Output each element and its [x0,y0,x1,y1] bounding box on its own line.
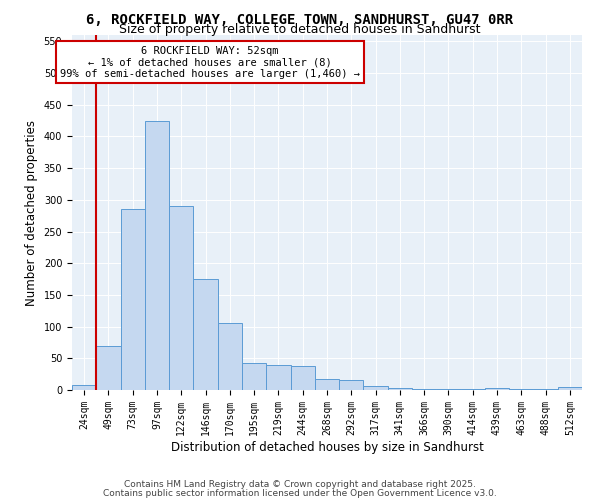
X-axis label: Distribution of detached houses by size in Sandhurst: Distribution of detached houses by size … [170,440,484,454]
Bar [169,206,193,390]
Bar [290,366,315,390]
Bar [218,324,242,390]
Bar [412,388,436,390]
Text: Contains HM Land Registry data © Crown copyright and database right 2025.: Contains HM Land Registry data © Crown c… [124,480,476,489]
Text: Size of property relative to detached houses in Sandhurst: Size of property relative to detached ho… [119,22,481,36]
Bar [193,279,218,390]
Bar [315,379,339,390]
Text: 6 ROCKFIELD WAY: 52sqm
← 1% of detached houses are smaller (8)
99% of semi-detac: 6 ROCKFIELD WAY: 52sqm ← 1% of detached … [60,46,360,79]
Bar [266,364,290,390]
Bar [364,386,388,390]
Bar [388,388,412,390]
Bar [145,120,169,390]
Bar [121,210,145,390]
Bar [339,380,364,390]
Bar [558,388,582,390]
Bar [242,362,266,390]
Text: Contains public sector information licensed under the Open Government Licence v3: Contains public sector information licen… [103,488,497,498]
Bar [485,388,509,390]
Text: 6, ROCKFIELD WAY, COLLEGE TOWN, SANDHURST, GU47 0RR: 6, ROCKFIELD WAY, COLLEGE TOWN, SANDHURS… [86,12,514,26]
Y-axis label: Number of detached properties: Number of detached properties [25,120,38,306]
Bar [72,385,96,390]
Bar [96,346,121,390]
